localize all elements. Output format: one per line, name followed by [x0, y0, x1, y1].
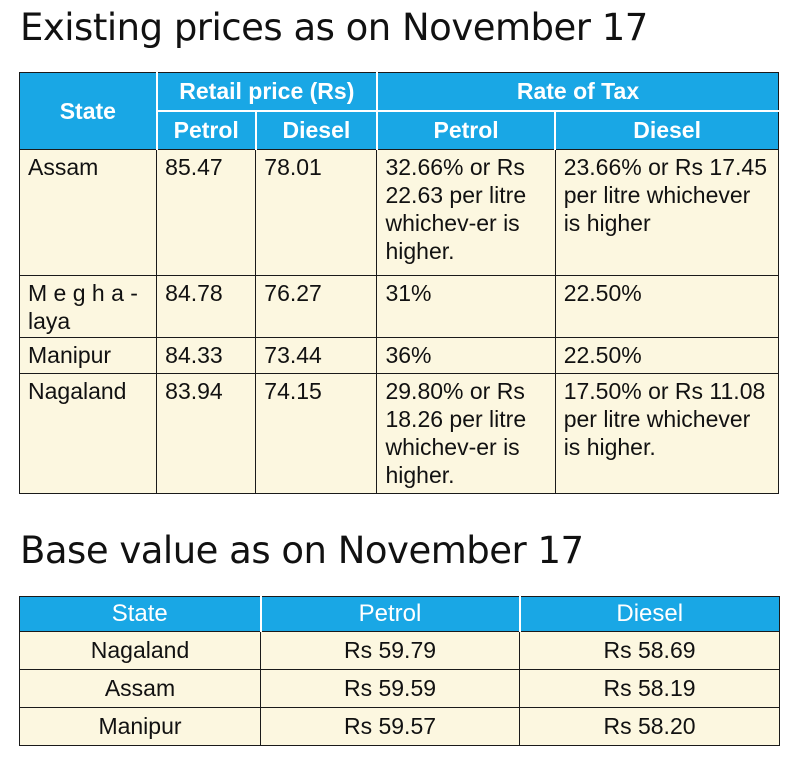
cell-retail-petrol: 84.78: [156, 275, 257, 338]
cell-state: Nagaland: [19, 631, 261, 670]
cell-retail-petrol: 83.94: [156, 373, 257, 494]
cell-petrol: Rs 59.57: [260, 707, 520, 746]
base-value-table: State Petrol Diesel Nagaland Rs 59.79 Rs…: [19, 596, 780, 746]
header-state: State: [19, 596, 262, 632]
cell-tax-petrol: 29.80% or Rs 18.26 per litre whichev-er …: [376, 373, 556, 494]
cell-tax-petrol: 31%: [376, 275, 556, 338]
existing-prices-table: State Retail price (Rs) Rate of Tax Petr…: [18, 72, 780, 494]
table-row: Manipur Rs 59.57 Rs 58.20: [19, 707, 780, 746]
header-diesel: Diesel: [518, 596, 780, 632]
cell-tax-petrol: 32.66% or Rs 22.63 per litre whichev-er …: [376, 149, 556, 276]
cell-diesel: Rs 58.69: [519, 631, 780, 670]
table-row: Manipur 84.33 73.44 36% 22.50%: [18, 337, 780, 374]
cell-tax-petrol: 36%: [376, 337, 556, 374]
cell-retail-diesel: 74.15: [255, 373, 378, 494]
table-row: M e g h a - laya 84.78 76.27 31% 22.50%: [18, 275, 780, 338]
header-tax-diesel: Diesel: [554, 110, 780, 150]
cell-state: Nagaland: [18, 373, 158, 494]
table-row: Nagaland Rs 59.79 Rs 58.69: [19, 631, 780, 670]
header-state: State: [18, 72, 158, 150]
table-row: Assam Rs 59.59 Rs 58.19: [19, 669, 780, 708]
cell-diesel: Rs 58.20: [519, 707, 780, 746]
cell-petrol: Rs 59.59: [260, 669, 520, 708]
cell-retail-diesel: 73.44: [255, 337, 378, 374]
cell-tax-diesel: 23.66% or Rs 17.45 per litre whichever i…: [554, 149, 780, 276]
cell-diesel: Rs 58.19: [519, 669, 780, 708]
cell-petrol: Rs 59.79: [260, 631, 520, 670]
cell-state: Manipur: [18, 337, 158, 374]
header-tax-petrol: Petrol: [375, 110, 557, 150]
header-retail-petrol: Petrol: [155, 110, 257, 150]
cell-retail-diesel: 76.27: [255, 275, 378, 338]
cell-state: Assam: [18, 149, 158, 276]
header-retail-price: Retail price (Rs): [155, 72, 378, 112]
header-petrol: Petrol: [259, 596, 521, 632]
cell-retail-petrol: 85.47: [156, 149, 257, 276]
table-row: Nagaland 83.94 74.15 29.80% or Rs 18.26 …: [18, 373, 780, 494]
cell-state: Manipur: [19, 707, 261, 746]
table-row: Assam 85.47 78.01 32.66% or Rs 22.63 per…: [18, 149, 780, 276]
cell-state: M e g h a - laya: [18, 275, 158, 338]
existing-prices-title: Existing prices as on November 17: [20, 6, 648, 49]
cell-retail-petrol: 84.33: [156, 337, 257, 374]
cell-state: Assam: [19, 669, 261, 708]
cell-tax-diesel: 22.50%: [554, 275, 780, 338]
cell-tax-diesel: 17.50% or Rs 11.08 per litre whichever i…: [554, 373, 780, 494]
header-rate-of-tax: Rate of Tax: [375, 72, 779, 112]
cell-tax-diesel: 22.50%: [554, 337, 780, 374]
header-retail-diesel: Diesel: [254, 110, 378, 150]
base-value-title: Base value as on November 17: [20, 529, 584, 572]
cell-retail-diesel: 78.01: [255, 149, 378, 276]
